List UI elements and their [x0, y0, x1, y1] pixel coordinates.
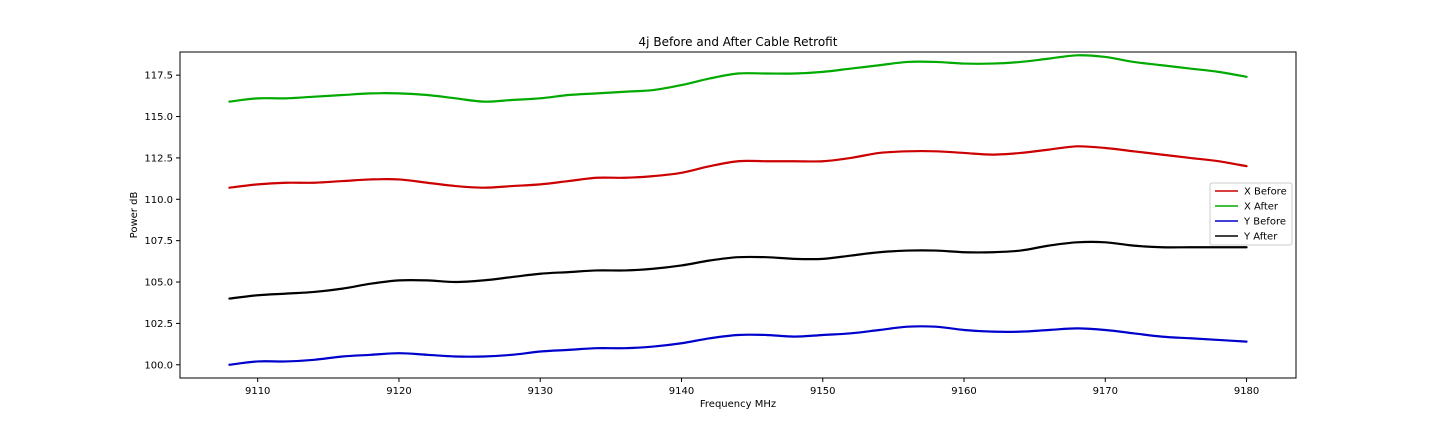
- series-line-x-before: [228, 145, 1248, 189]
- series-line-y-after: [228, 240, 1248, 300]
- plot-area: [179, 51, 1297, 379]
- y-axis-label: Power dB: [129, 192, 140, 239]
- series-line-y-before: [228, 325, 1248, 366]
- chart-title: 4j Before and After Cable Retrofit: [639, 35, 838, 49]
- x-tick-label: 9150: [810, 386, 835, 397]
- x-tick-label: 9120: [386, 386, 411, 397]
- x-axis: 9110 9120 9130 9140 9150 9160 9170 9180: [245, 378, 1259, 397]
- y-axis: 100.0 102.5 105.0 107.5 110.0 112.5 115.0 117.5: [144, 71, 180, 371]
- y-tick-label: 112.5: [144, 153, 173, 164]
- legend-label: Y Before: [1243, 217, 1286, 228]
- legend-label: X Before: [1244, 187, 1287, 198]
- x-tick-label: 9160: [951, 386, 976, 397]
- legend-label: X After: [1244, 202, 1279, 213]
- x-tick-label: 9130: [528, 386, 553, 397]
- series-line-x-after: [228, 54, 1248, 103]
- y-tick-label: 102.5: [144, 319, 173, 330]
- legend-label: Y After: [1243, 232, 1278, 243]
- x-tick-label: 9140: [669, 386, 694, 397]
- y-tick-label: 110.0: [144, 195, 173, 206]
- x-axis-label: Frequency MHz: [700, 399, 776, 410]
- x-tick-label: 9170: [1093, 386, 1118, 397]
- legend-box: [1209, 182, 1293, 246]
- y-tick-label: 100.0: [144, 360, 173, 371]
- y-tick-label: 105.0: [144, 278, 173, 289]
- x-tick-label: 9180: [1234, 386, 1259, 397]
- series-layer: [228, 54, 1248, 366]
- x-tick-label: 9110: [245, 386, 270, 397]
- y-tick-label: 107.5: [144, 236, 173, 247]
- legend: X Before X After Y Before Y After: [1209, 182, 1293, 246]
- y-tick-label: 115.0: [144, 112, 173, 123]
- y-tick-label: 117.5: [144, 71, 173, 82]
